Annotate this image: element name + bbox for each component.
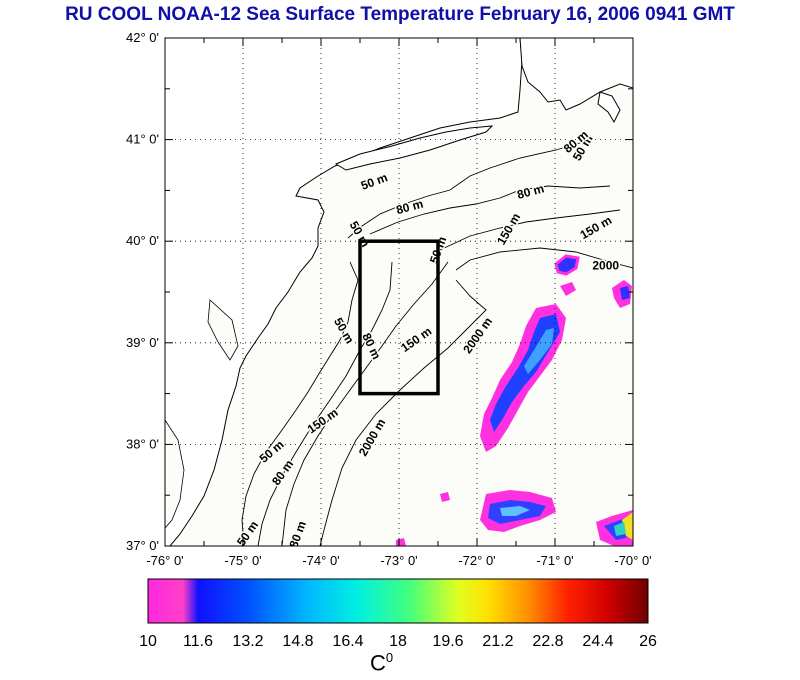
contour-label: 2000 [592, 259, 619, 273]
bathymetry-contours [241, 139, 633, 546]
lat-tick-label: 38° 0' [126, 436, 159, 451]
lat-tick-label: 41° 0' [126, 132, 159, 147]
lon-tick-label: -74° 0' [302, 553, 339, 568]
page-title: RU COOL NOAA-12 Sea Surface Temperature … [65, 4, 735, 25]
lat-tick-label: 39° 0' [126, 335, 159, 350]
colorbar-tick-label: 13.2 [232, 633, 264, 650]
lon-tick-label: -72° 0' [458, 553, 495, 568]
colorbar-tick-label: 21.2 [482, 633, 514, 650]
colorbar-tick-label: 14.8 [282, 633, 314, 650]
lat-tick-label: 40° 0' [126, 233, 159, 248]
lon-tick-label: -75° 0' [224, 553, 261, 568]
lon-tick-label: -73° 0' [380, 553, 417, 568]
colorbar-tick-label: 11.6 [183, 633, 213, 650]
colorbar-tick-label: 19.6 [432, 633, 464, 650]
lon-tick-label: -76° 0' [146, 553, 183, 568]
lat-tick-label: 37° 0' [126, 538, 159, 553]
colorbar-tick-label: 22.8 [532, 633, 564, 650]
colorbar-tick-label: 26 [639, 633, 657, 650]
axis-labels: -76° 0' -75° 0' -74° 0' -73° 0' -72° 0' -71° … [126, 30, 652, 568]
lat-tick-label: 42° 0' [126, 30, 159, 45]
delaware-bay [207, 299, 239, 361]
axis-ticks [164, 37, 634, 547]
study-region-box [358, 239, 440, 396]
new-england-coast [519, 38, 633, 111]
lon-tick-label: -71° 0' [536, 553, 573, 568]
lon-tick-label: -70° 0' [614, 553, 651, 568]
cape-cod [597, 91, 621, 124]
grid-lines [165, 38, 633, 546]
sst-data-patches [396, 254, 633, 546]
long-island [334, 125, 494, 171]
colorbar-unit-label: C0 [370, 650, 394, 676]
colorbar-tick-label: 16.4 [332, 633, 364, 650]
chesapeake-bay [165, 419, 185, 529]
colorbar-tick-label: 10 [139, 633, 157, 650]
colorbar [147, 578, 649, 624]
land-mass [165, 38, 523, 546]
colorbar-tick-label: 18 [389, 633, 407, 650]
colorbar-tick-label: 24.4 [582, 633, 614, 650]
